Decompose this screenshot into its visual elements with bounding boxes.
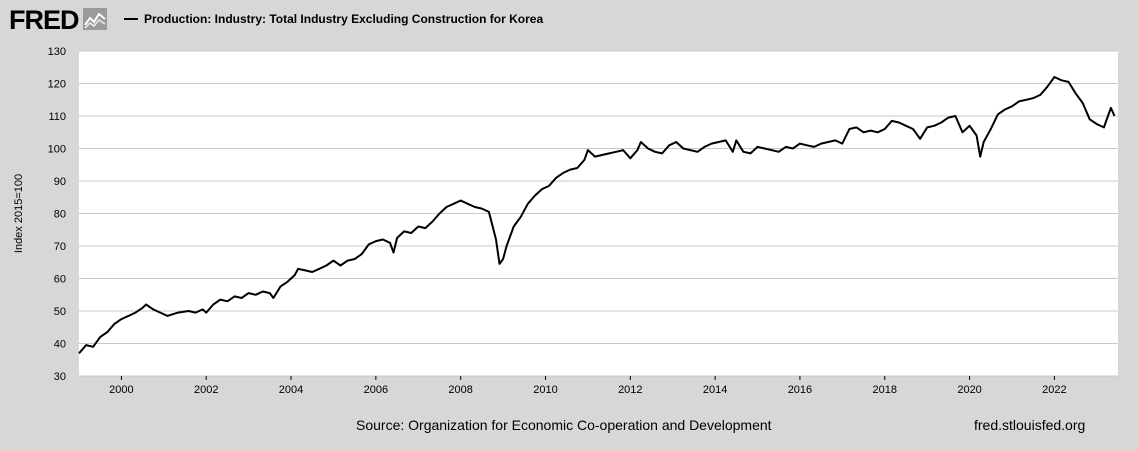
chart-legend: Production: Industry: Total Industry Exc… [124,12,543,26]
x-tick-label: 2008 [448,384,472,396]
y-tick-label: 60 [54,274,66,286]
y-tick-label: 70 [54,241,66,253]
y-tick-label: 120 [48,79,66,91]
y-tick-label: 110 [48,111,66,123]
x-tick-label: 2016 [788,384,812,396]
source-note: Source: Organization for Economic Co-ope… [356,417,772,433]
x-tick-label: 2006 [364,384,388,396]
legend-line-swatch [124,18,138,20]
series-line [78,76,1116,354]
y-axis-ticks: 30 40 50 60 70 80 90 100 110 120 130 [48,46,66,383]
fred-logo-graph-icon [82,8,107,35]
x-tick-label: 2002 [194,384,218,396]
x-tick-label: 2012 [618,384,642,396]
x-tick-label: 2010 [533,384,557,396]
site-link[interactable]: fred.stlouisfed.org [974,417,1086,433]
x-tick-label: 2020 [957,384,981,396]
x-tick-label: 2004 [279,384,303,396]
x-tick-label: 2000 [109,384,133,396]
y-tick-label: 40 [54,339,66,351]
y-tick-label: 90 [54,176,66,188]
y-axis-label: Index 2015=100 [13,174,25,253]
fred-logo[interactable]: FRED [9,6,107,35]
legend-series-title: Production: Industry: Total Industry Exc… [144,12,544,26]
fred-logo-text: FRED [9,5,79,35]
x-tick-label: 2014 [703,384,727,396]
y-tick-label: 50 [54,306,66,318]
y-tick-label: 30 [54,371,66,383]
grid-lines [79,50,1118,377]
y-tick-label: 80 [54,209,66,221]
y-tick-label: 100 [48,144,66,156]
y-tick-label: 130 [48,46,66,58]
x-axis-ticks: 2000 2002 2004 2006 2008 2010 2012 2014 2016 2018… [109,376,1067,396]
x-tick-label: 2018 [873,384,897,396]
x-tick-label: 2022 [1042,384,1066,396]
